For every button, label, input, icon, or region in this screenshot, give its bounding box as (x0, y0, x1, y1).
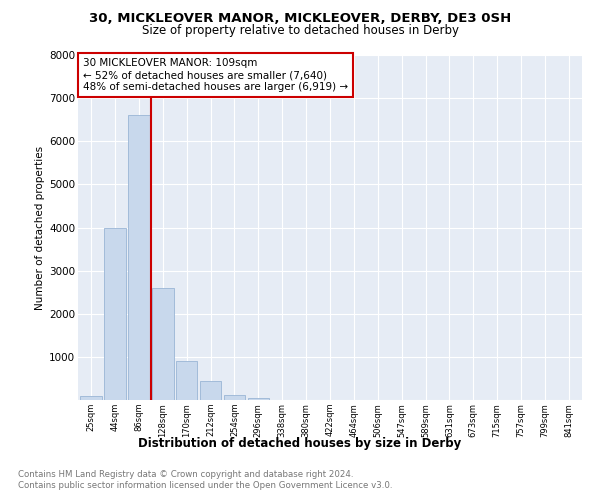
Bar (248, 398, 269, 400)
Bar (80, 396, 102, 400)
Bar (152, 288, 173, 400)
Text: Contains HM Land Registry data © Crown copyright and database right 2024.: Contains HM Land Registry data © Crown c… (18, 470, 353, 479)
Text: Distribution of detached houses by size in Derby: Distribution of detached houses by size … (139, 438, 461, 450)
Text: Size of property relative to detached houses in Derby: Size of property relative to detached ho… (142, 24, 458, 37)
Text: Contains public sector information licensed under the Open Government Licence v3: Contains public sector information licen… (18, 481, 392, 490)
Bar (104, 228, 126, 400)
Text: 30 MICKLEOVER MANOR: 109sqm
← 52% of detached houses are smaller (7,640)
48% of : 30 MICKLEOVER MANOR: 109sqm ← 52% of det… (83, 58, 348, 92)
Bar (128, 116, 149, 400)
Bar (176, 361, 197, 400)
Y-axis label: Number of detached properties: Number of detached properties (35, 146, 45, 310)
Bar (224, 395, 245, 400)
Text: 30, MICKLEOVER MANOR, MICKLEOVER, DERBY, DE3 0SH: 30, MICKLEOVER MANOR, MICKLEOVER, DERBY,… (89, 12, 511, 26)
Bar (200, 380, 221, 400)
